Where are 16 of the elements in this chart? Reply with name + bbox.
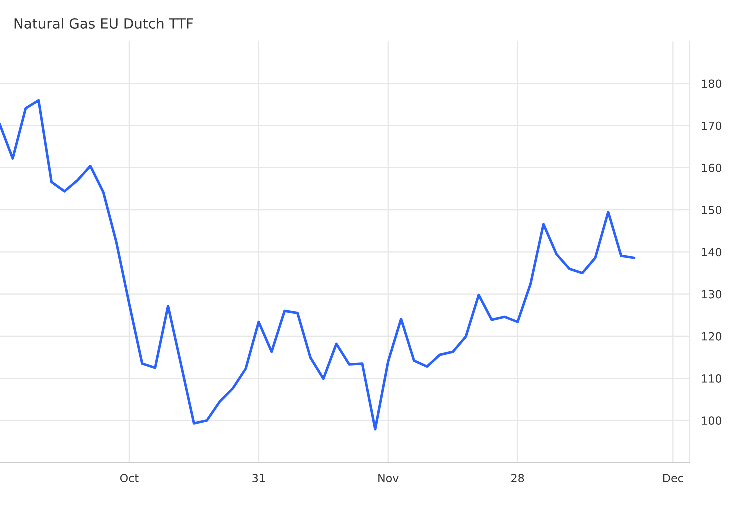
y-tick-label: 130	[702, 290, 722, 299]
x-tick-label: 28	[512, 474, 524, 483]
chart-title: Natural Gas EU Dutch TTF	[14, 18, 194, 29]
y-tick-label: 100	[702, 416, 722, 426]
y-tick-label: 140	[702, 248, 722, 257]
y-tick-label: 160	[702, 164, 722, 172]
line-series	[0, 99, 636, 431]
y-tick-label: 150	[702, 206, 722, 214]
x-tick-label: Dec	[664, 474, 684, 483]
y-tick-label: 110	[702, 374, 722, 383]
y-tick-label: 170	[702, 122, 722, 130]
x-tick-label: 31	[252, 474, 265, 483]
x-tick-label: Nov	[378, 474, 399, 483]
y-tick-label: 120	[702, 332, 722, 341]
y-tick-label: 180	[702, 80, 722, 88]
x-tick-label: Oct	[120, 474, 139, 483]
